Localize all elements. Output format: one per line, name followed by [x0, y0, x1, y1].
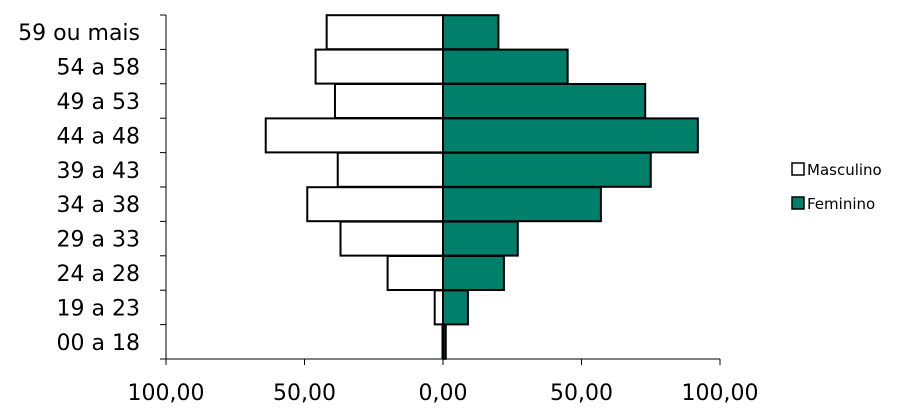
bar-feminino-6 — [442, 117, 699, 154]
bar-feminino-2 — [442, 255, 505, 291]
bar-masculino-4 — [306, 186, 444, 223]
bar-feminino-8 — [442, 48, 569, 85]
legend-swatch-feminino — [791, 196, 805, 210]
category-label-8: 54 a 58 — [57, 56, 140, 81]
legend-swatch-masculino — [791, 162, 805, 176]
bar-feminino-7 — [442, 83, 647, 119]
bar-masculino-7 — [333, 83, 444, 119]
category-label-5: 39 a 43 — [57, 159, 140, 184]
category-label-1: 19 a 23 — [57, 296, 140, 321]
category-label-3: 29 a 33 — [57, 228, 140, 253]
x-tick-label-0: 100,00 — [128, 381, 205, 406]
bar-feminino-4 — [442, 186, 602, 223]
legend-label-masculino: Masculino — [807, 161, 882, 179]
bar-masculino-8 — [314, 48, 444, 85]
bar-feminino-1 — [442, 289, 469, 326]
bar-masculino-2 — [386, 255, 445, 291]
bar-masculino-9 — [325, 14, 444, 51]
legend-label-feminino: Feminino — [807, 195, 875, 213]
x-tick-label-1: 50,00 — [273, 381, 336, 406]
x-tick-label-4: 100,00 — [682, 381, 759, 406]
bar-masculino-3 — [339, 220, 445, 257]
category-label-9: 59 ou mais — [18, 21, 140, 46]
bar-masculino-1 — [433, 289, 445, 326]
category-label-0: 00 a 18 — [57, 331, 140, 356]
bar-feminino-9 — [442, 14, 500, 51]
x-tick-label-2: 0,00 — [419, 381, 468, 406]
category-label-2: 24 a 28 — [57, 262, 140, 287]
x-tick-label-3: 50,00 — [550, 381, 613, 406]
category-label-4: 34 a 38 — [57, 193, 140, 218]
bar-feminino-3 — [442, 220, 519, 257]
category-label-7: 49 a 53 — [57, 90, 140, 115]
category-label-6: 44 a 48 — [57, 124, 140, 149]
bar-feminino-5 — [442, 151, 652, 188]
bar-masculino-5 — [336, 151, 444, 188]
bar-masculino-6 — [264, 117, 444, 154]
